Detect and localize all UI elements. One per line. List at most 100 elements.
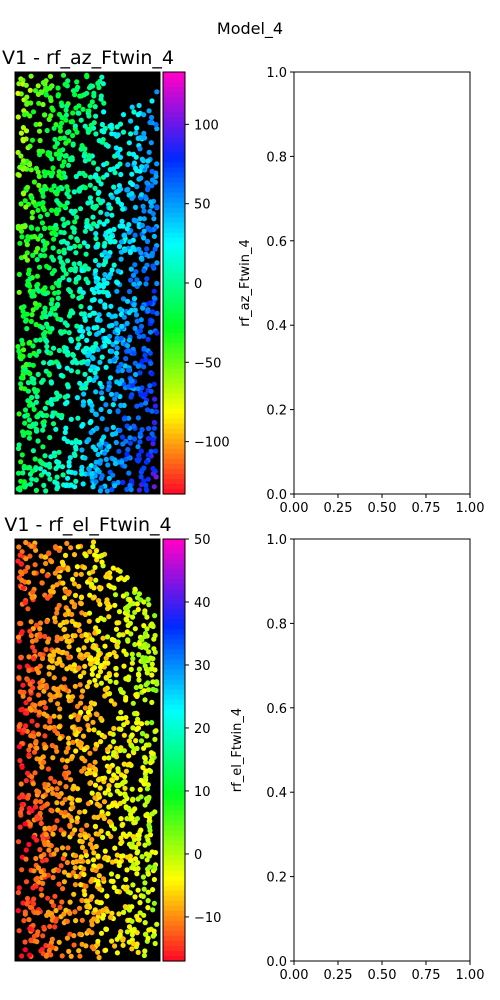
- scatter-point: [15, 890, 21, 896]
- scatter-point: [72, 683, 78, 689]
- scatter-point: [36, 692, 42, 698]
- scatter-point: [138, 777, 144, 783]
- scatter-point: [75, 797, 81, 803]
- scatter-point: [54, 818, 60, 824]
- scatter-point: [61, 159, 67, 165]
- colorbar-segment: [163, 729, 185, 736]
- scatter-point: [103, 456, 109, 462]
- scatter-point: [27, 743, 33, 749]
- scatter-point: [151, 484, 157, 490]
- scatter-point: [91, 814, 97, 820]
- scatter-point: [150, 263, 156, 269]
- scatter-point: [128, 307, 135, 313]
- scatter-point: [113, 653, 119, 660]
- scatter-point: [114, 950, 120, 956]
- scatter-point: [87, 780, 93, 787]
- scatter-point: [131, 711, 138, 717]
- scatter-point: [99, 354, 105, 360]
- scatter-point: [26, 747, 32, 753]
- scatter-point: [66, 194, 72, 200]
- colorbar-segment: [163, 609, 185, 615]
- scatter-point: [153, 409, 160, 415]
- scatter-point: [92, 782, 99, 788]
- scatter-point: [130, 700, 136, 706]
- scatter-point: [41, 924, 47, 930]
- scatter-point: [117, 932, 123, 938]
- scatter-point: [58, 120, 65, 126]
- scatter-point: [78, 594, 85, 600]
- scatter-point: [61, 831, 67, 837]
- scatter-point: [147, 864, 153, 870]
- scatter-point: [40, 377, 46, 383]
- scatter-point: [48, 775, 54, 781]
- scatter-point: [61, 170, 67, 176]
- scatter-point: [122, 463, 128, 469]
- scatter-point: [142, 610, 148, 616]
- scatter-point: [22, 420, 28, 426]
- scatter-point: [145, 336, 151, 342]
- scatter-point: [39, 892, 45, 898]
- scatter-point: [61, 676, 67, 682]
- colorbar-segment: [163, 549, 185, 555]
- scatter-point: [143, 482, 149, 488]
- scatter-point: [30, 109, 37, 115]
- scatter-point: [28, 937, 34, 943]
- scatter-point: [99, 559, 105, 565]
- scatter-point: [125, 384, 131, 390]
- scatter-point: [68, 416, 74, 422]
- scatter-point: [70, 576, 76, 582]
- scatter-point: [142, 920, 148, 926]
- scatter-point: [75, 544, 81, 550]
- scatter-point: [102, 259, 108, 265]
- scatter-point: [129, 383, 135, 389]
- scatter-point: [92, 759, 98, 765]
- scatter-point: [129, 932, 135, 938]
- scatter-point: [152, 940, 158, 947]
- scatter-point: [131, 109, 137, 115]
- x-tick-label: 1.00: [456, 501, 485, 516]
- scatter-point: [133, 269, 139, 275]
- scatter-point: [126, 140, 132, 146]
- scatter-point: [21, 165, 28, 171]
- scatter-point: [132, 641, 138, 648]
- scatter-point: [94, 801, 100, 807]
- scatter-point: [20, 347, 27, 353]
- scatter-point: [141, 112, 147, 118]
- scatter-point: [35, 169, 41, 175]
- scatter-point: [91, 916, 97, 922]
- colorbar-segment: [163, 288, 185, 294]
- colorbar-segment: [163, 724, 185, 731]
- scatter-point: [145, 889, 151, 895]
- scatter-point: [151, 876, 157, 883]
- colorbar-segment: [163, 875, 185, 882]
- scatter-point: [25, 388, 31, 394]
- scatter-point: [109, 777, 115, 783]
- colorbar-segment: [163, 900, 185, 907]
- scatter-point: [39, 568, 46, 574]
- scatter-point: [119, 367, 125, 374]
- y-tick-label: 0.4: [266, 786, 287, 801]
- scatter-point: [43, 554, 49, 560]
- scatter-point: [113, 745, 119, 751]
- scatter-point: [128, 266, 134, 272]
- y-tick-label: 0.8: [266, 617, 287, 632]
- scatter-point: [59, 559, 65, 565]
- scatter-point: [72, 123, 78, 129]
- scatter-point: [66, 463, 72, 469]
- scatter-point: [150, 887, 156, 893]
- scatter-point: [124, 187, 130, 193]
- scatter-point: [135, 112, 141, 118]
- scatter-point: [37, 799, 44, 805]
- scatter-point: [77, 953, 83, 959]
- scatter-point: [15, 114, 21, 120]
- scatter-point: [52, 144, 58, 150]
- scatter-point: [82, 371, 88, 377]
- scatter-point: [141, 886, 147, 892]
- scatter-point: [127, 248, 133, 255]
- scatter-point: [150, 309, 156, 315]
- scatter-point: [38, 868, 44, 875]
- scatter-point: [63, 140, 69, 146]
- scatter-point: [98, 390, 105, 396]
- scatter-point: [91, 665, 98, 671]
